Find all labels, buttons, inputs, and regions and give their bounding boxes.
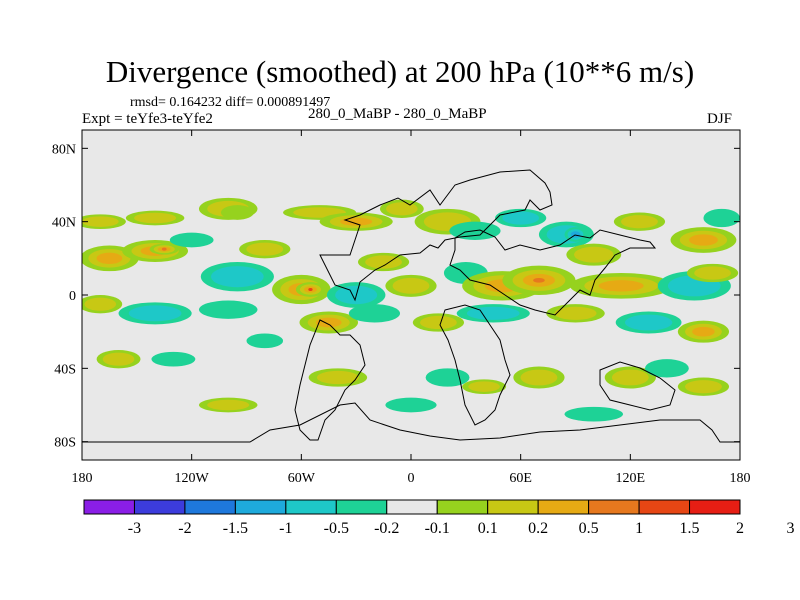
contour-blob-36-level-3 bbox=[315, 317, 342, 328]
colorbar-swatch-4 bbox=[285, 499, 337, 515]
colorbar-label-5: -0.2 bbox=[374, 520, 399, 537]
colorbar-label-1: -2 bbox=[178, 520, 191, 537]
y-tick-label-2: 0 bbox=[69, 289, 76, 304]
coastline-layer bbox=[82, 169, 740, 443]
colorbar-swatch-9 bbox=[537, 499, 590, 515]
contour-blob-33-level-2 bbox=[84, 297, 117, 311]
contour-blob-54-level-1 bbox=[385, 397, 437, 413]
coastline-south-america bbox=[294, 319, 366, 441]
coastline-north-america bbox=[319, 169, 553, 302]
colorbar-label-4: -0.5 bbox=[324, 520, 349, 537]
contour-blob-19-level-1 bbox=[169, 232, 214, 248]
contour-blob-53-level-2 bbox=[207, 399, 250, 411]
colorbar-swatch-3 bbox=[234, 499, 287, 515]
contour-fill-layer bbox=[82, 197, 740, 422]
contour-blob-42-level-3 bbox=[692, 326, 715, 337]
colorbar-swatch-12 bbox=[689, 499, 741, 515]
colorbar-label-9: 0.5 bbox=[579, 520, 599, 537]
colorbar-swatch-8 bbox=[487, 499, 539, 515]
y-tick-label-1: 40N bbox=[52, 216, 76, 231]
colorbar-swatch-0 bbox=[83, 499, 135, 515]
contour-blob-3-level-1 bbox=[220, 205, 254, 220]
colorbar-label-6: -0.1 bbox=[425, 520, 450, 537]
colorbar-swatch-7 bbox=[436, 499, 489, 515]
contour-blob-18-level-4 bbox=[161, 247, 167, 251]
y-tick-label-0: 80N bbox=[52, 142, 76, 157]
coastline-europe-asia bbox=[449, 229, 657, 316]
contour-blob-34-level-2 bbox=[128, 305, 182, 322]
experiment-label: Expt = teYfe3-teYfe2 bbox=[82, 111, 213, 127]
contour-blob-48-level-2 bbox=[468, 381, 500, 392]
contour-blob-47-level-1 bbox=[425, 368, 470, 387]
contour-blob-32-level-2 bbox=[694, 266, 732, 280]
contour-blob-5-level-3 bbox=[340, 217, 373, 226]
contour-blob-29-level-4 bbox=[533, 277, 545, 283]
contour-blob-12-level-2 bbox=[574, 246, 614, 263]
contour-blob-20-level-2 bbox=[211, 266, 264, 288]
contour-blob-35-level-1 bbox=[198, 300, 258, 319]
colorbar-label-2: -1.5 bbox=[223, 520, 248, 537]
contour-blob-0-level-2 bbox=[82, 216, 119, 227]
colorbar-swatch-2 bbox=[184, 499, 236, 515]
contour-blob-1-level-2 bbox=[134, 212, 177, 224]
contour-blob-40-level-2 bbox=[554, 306, 597, 320]
x-tick-label-1: 120W bbox=[175, 471, 210, 486]
contour-blob-30-level-3 bbox=[598, 280, 644, 292]
axis-ticks: 180 120W 60W 0 60E 120E 180 80N 40N 0 40S 80S bbox=[52, 130, 751, 486]
contour-blob-43-level-2 bbox=[102, 352, 135, 366]
colorbar-swatch-6 bbox=[386, 499, 438, 515]
figure-title: Divergence (smoothed) at 200 hPa (10**6 … bbox=[105, 54, 695, 89]
colorbar-label-0: -3 bbox=[128, 520, 141, 537]
colorbar-label-8: 0.2 bbox=[528, 520, 548, 537]
colorbar-label-13: 3 bbox=[786, 520, 794, 537]
plot-area: 180 120W 60W 0 60E 120E 180 80N 40N 0 40S 80S bbox=[52, 129, 751, 486]
stats-text: rmsd= 0.164232 diff= 0.000891497 bbox=[130, 95, 331, 110]
colorbar: -3 -2 -1.5 -1 -0.5 -0.2 -0.1 0.1 0.2 0.5 1 1.5 2 3 bbox=[83, 499, 794, 537]
x-tick-label-5: 120E bbox=[616, 471, 646, 486]
contour-blob-46-level-2 bbox=[316, 370, 359, 385]
contour-blob-44-level-1 bbox=[151, 351, 196, 367]
contour-blob-38-level-2 bbox=[419, 315, 457, 330]
colorbar-label-10: 1 bbox=[635, 520, 643, 537]
x-tick-label-6: 180 bbox=[730, 471, 751, 486]
contour-blob-37-level-1 bbox=[348, 304, 401, 323]
colorbar-label-12: 2 bbox=[736, 520, 744, 537]
contour-blob-26-level-2 bbox=[392, 277, 430, 294]
coastline-africa bbox=[439, 304, 511, 426]
contour-blob-55-level-1 bbox=[564, 406, 624, 422]
colorbar-swatch-10 bbox=[588, 499, 640, 515]
contour-blob-6-level-2 bbox=[386, 202, 418, 216]
colorbar-label-7: 0.1 bbox=[478, 520, 498, 537]
contour-blob-9-level-2 bbox=[502, 211, 540, 225]
coastline-antarctica bbox=[82, 402, 740, 443]
colorbar-swatch-1 bbox=[133, 499, 186, 515]
season-label: DJF bbox=[707, 111, 733, 127]
contour-blob-21-level-2 bbox=[246, 242, 284, 256]
y-tick-label-3: 40S bbox=[54, 362, 76, 377]
contour-blob-41-level-2 bbox=[624, 314, 673, 331]
experiment-center-label: 280_0_MaBP - 280_0_MaBP bbox=[308, 106, 487, 122]
x-tick-label-4: 60E bbox=[509, 471, 532, 486]
contour-blob-52-level-2 bbox=[685, 380, 722, 394]
colorbar-label-3: -1 bbox=[279, 520, 292, 537]
contour-blob-15-level-1 bbox=[703, 208, 740, 228]
colorbar-label-11: 1.5 bbox=[680, 520, 700, 537]
contour-blob-14-level-3 bbox=[688, 234, 718, 246]
contour-blob-13-level-2 bbox=[621, 215, 658, 229]
x-tick-label-2: 60W bbox=[288, 471, 316, 486]
contour-blob-23-level-5 bbox=[308, 288, 313, 291]
colorbar-swatch-11 bbox=[638, 499, 691, 515]
contour-blob-51-level-1 bbox=[644, 359, 689, 378]
colorbar-swatch-5 bbox=[335, 499, 388, 515]
contour-blob-16-level-3 bbox=[96, 252, 123, 264]
coastline-australia bbox=[599, 361, 676, 411]
contour-blob-50-level-2 bbox=[611, 369, 649, 386]
x-tick-label-0: 180 bbox=[72, 471, 93, 486]
contour-blob-49-level-2 bbox=[520, 369, 558, 386]
contour-blob-45-level-1 bbox=[246, 333, 284, 349]
y-tick-label-4: 80S bbox=[54, 436, 76, 451]
contour-blob-25-level-2 bbox=[365, 255, 403, 269]
x-tick-label-3: 0 bbox=[408, 471, 415, 486]
